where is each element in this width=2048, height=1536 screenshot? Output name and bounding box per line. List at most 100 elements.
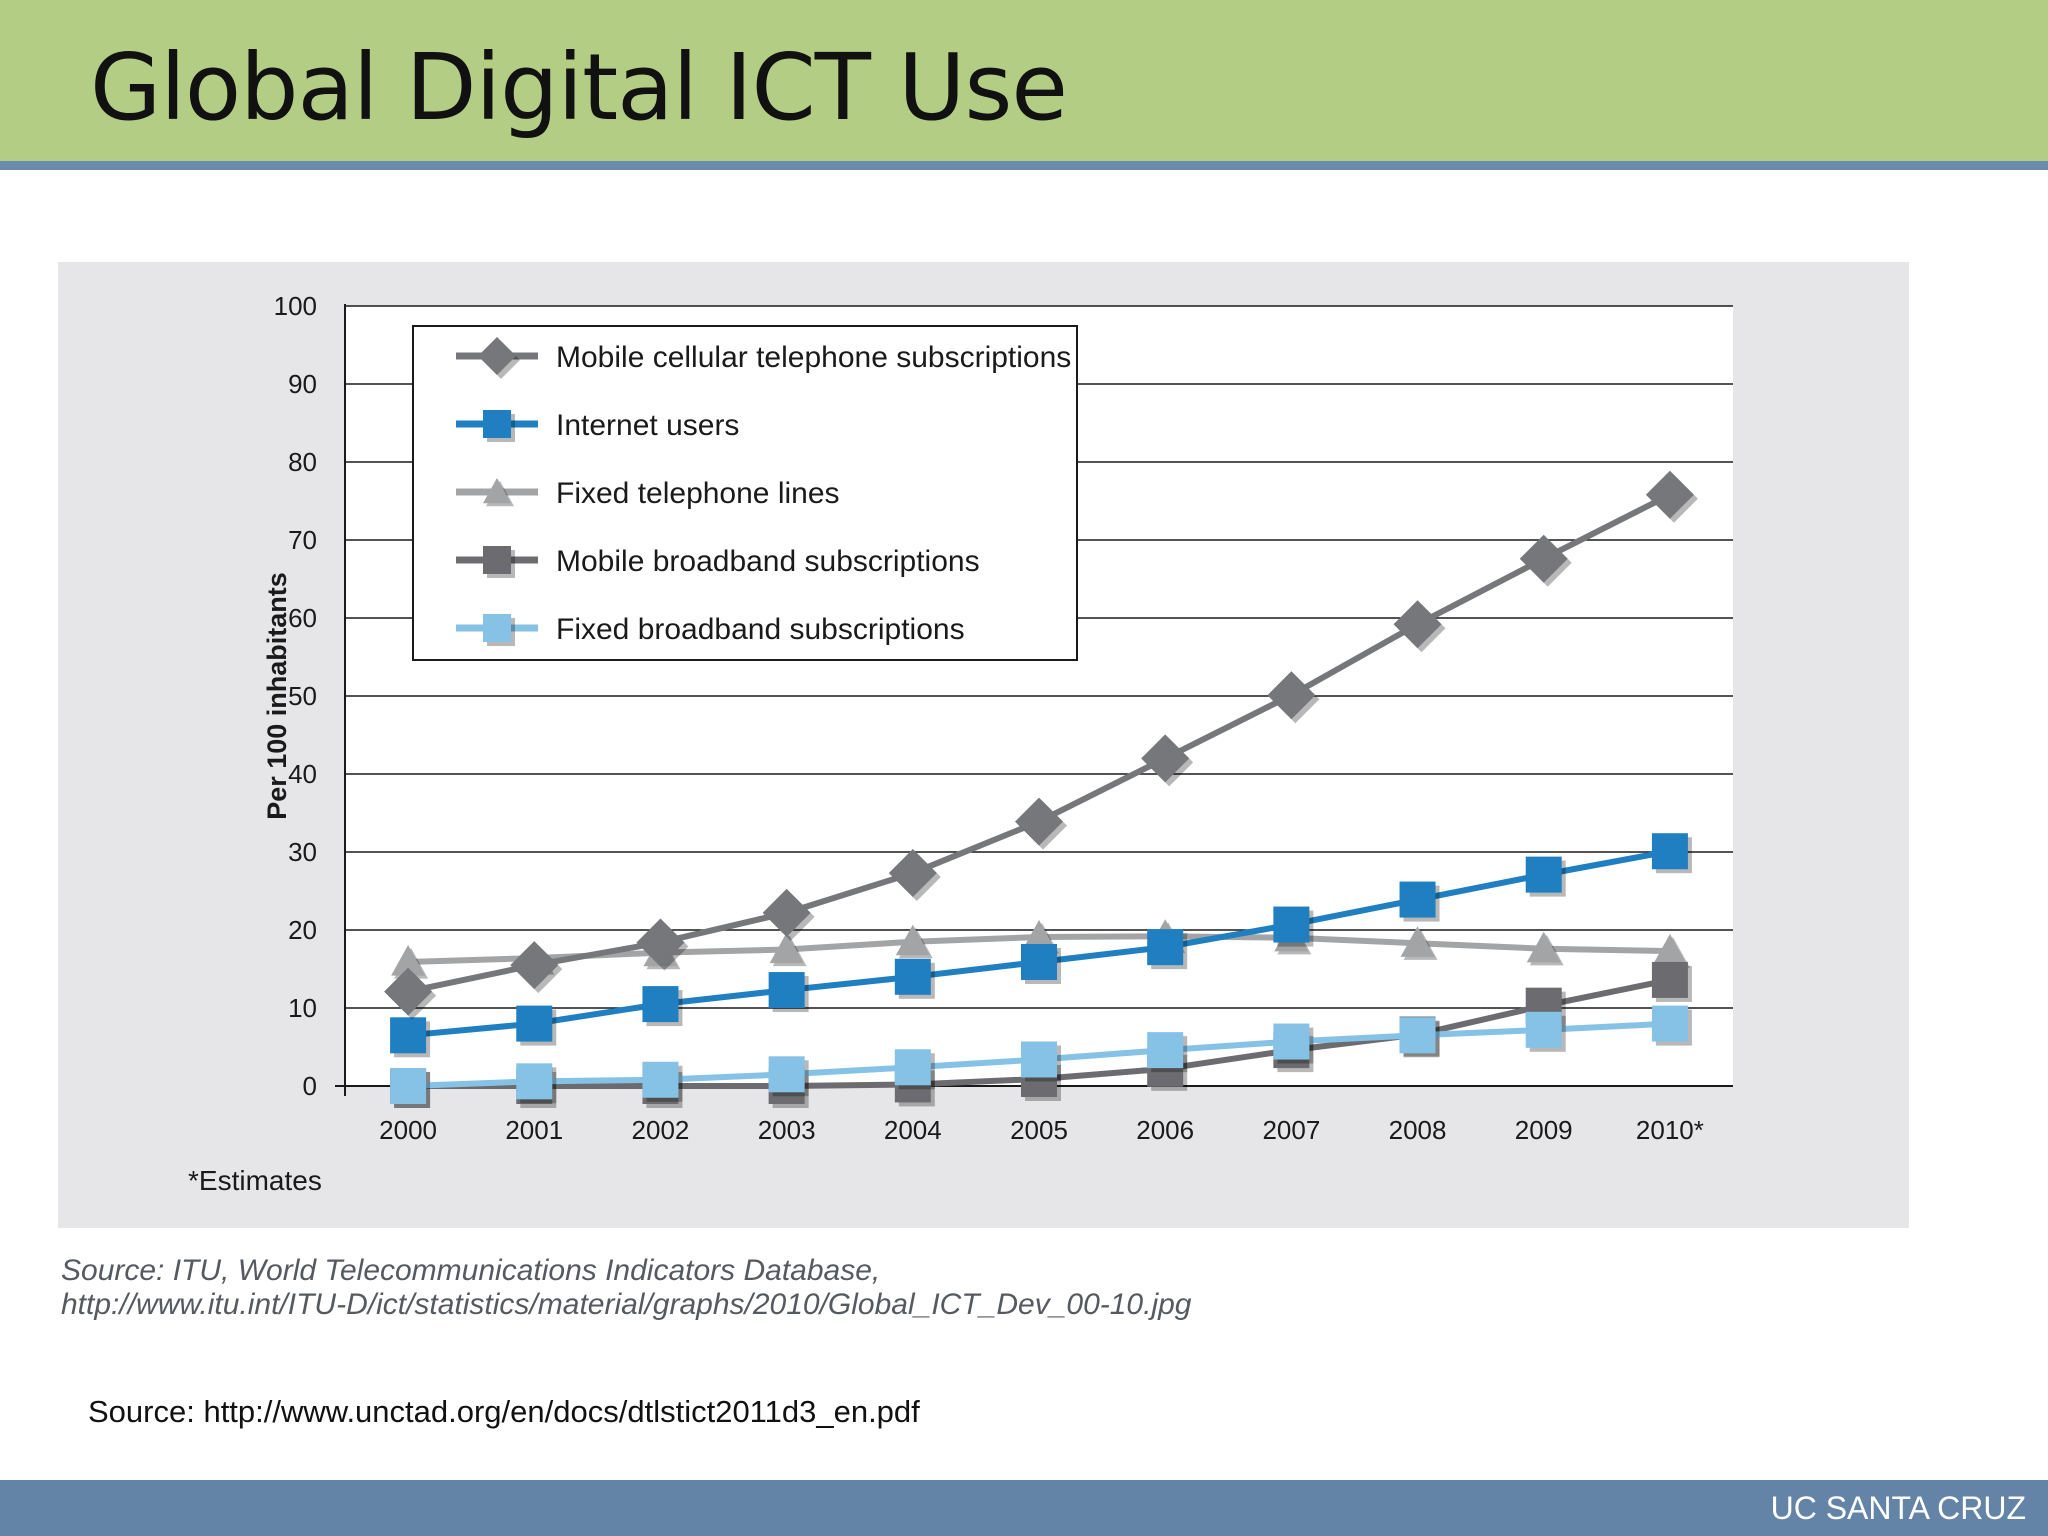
- x-tick-label: 2008: [1389, 1115, 1447, 1145]
- data-point: [895, 924, 933, 959]
- data-point: [768, 972, 809, 1013]
- line-chart: 0 10 20 30 40 50 60 70 80 90 100 2000 2001 2002 2003 20…: [188, 291, 1733, 1196]
- marker-shape: [391, 944, 426, 976]
- data-point: [1519, 534, 1572, 587]
- data-point: [1651, 961, 1692, 1002]
- data-point: [1147, 929, 1188, 970]
- document-source: Source: http://www.unctad.org/en/docs/dt…: [88, 1394, 920, 1429]
- marker-shape: [1267, 671, 1316, 720]
- data-point: [642, 1061, 683, 1102]
- marker-shape: [1526, 931, 1561, 963]
- data-point: [1267, 671, 1320, 724]
- chart-source: Source: ITU, World Telecommunications In…: [61, 1254, 1191, 1322]
- marker-shape: [478, 337, 516, 375]
- data-point: [1651, 1005, 1692, 1046]
- x-tick-label: 2010*: [1636, 1115, 1704, 1145]
- marker-shape: [762, 888, 811, 937]
- y-axis-title: Per 100 inhabitants: [262, 572, 292, 820]
- legend-marker: [483, 546, 515, 578]
- series-1: [390, 833, 1692, 1058]
- estimates-note: *Estimates: [188, 1165, 322, 1196]
- data-point: [516, 1063, 557, 1104]
- data-point: [636, 918, 689, 971]
- legend-marker: [478, 337, 520, 379]
- marker-shape: [1273, 1023, 1310, 1060]
- marker-shape: [483, 546, 511, 574]
- marker-shape: [894, 1049, 931, 1086]
- legend-item: Fixed broadband subscriptions: [456, 613, 965, 646]
- data-point: [888, 849, 941, 902]
- legend-label: Fixed telephone lines: [556, 477, 840, 510]
- data-point: [1652, 934, 1690, 968]
- marker-shape: [1021, 1041, 1057, 1078]
- data-point: [516, 1005, 557, 1046]
- marker-shape: [768, 1056, 805, 1093]
- marker-shape: [1651, 833, 1688, 870]
- marker-shape: [483, 410, 511, 438]
- legend-item: Internet users: [456, 409, 739, 442]
- data-point: [1399, 881, 1440, 922]
- marker-shape: [1399, 1017, 1436, 1054]
- data-point: [1021, 1041, 1061, 1082]
- data-point: [894, 958, 935, 999]
- y-tick-label: 100: [274, 291, 317, 321]
- y-tick-label: 90: [288, 369, 317, 399]
- y-tick-label: 40: [288, 759, 317, 789]
- y-tick-label: 30: [288, 837, 317, 867]
- marker-shape: [384, 967, 433, 1016]
- data-point: [762, 888, 815, 941]
- y-tick-label: 70: [288, 525, 317, 555]
- x-tick-label: 2003: [758, 1115, 816, 1145]
- data-point: [1399, 1017, 1440, 1058]
- y-tick-label: 50: [288, 681, 317, 711]
- x-tick-label: 2000: [379, 1115, 437, 1145]
- data-point: [391, 944, 429, 979]
- y-tick-label: 0: [303, 1071, 317, 1101]
- marker-shape: [895, 924, 930, 956]
- marker-shape: [516, 1063, 553, 1100]
- y-tick-label: 60: [288, 603, 317, 633]
- legend-label: Internet users: [556, 409, 739, 442]
- data-point: [1273, 1023, 1314, 1064]
- marker-shape: [1645, 470, 1694, 519]
- legend-item: Mobile cellular telephone subscriptions: [456, 337, 1071, 379]
- marker-shape: [390, 1068, 427, 1104]
- legend-marker: [483, 614, 515, 646]
- marker-shape: [483, 478, 511, 504]
- marker-shape: [516, 1005, 553, 1042]
- marker-shape: [1519, 534, 1568, 583]
- marker-shape: [888, 849, 937, 898]
- marker-shape: [1273, 906, 1310, 943]
- footer-institution: UC SANTA CRUZ: [1770, 1490, 2026, 1526]
- marker-shape: [1400, 926, 1435, 957]
- legend-label: Fixed broadband subscriptions: [556, 613, 965, 646]
- slide-title: Global Digital ICT Use: [90, 34, 1068, 141]
- marker-shape: [1022, 920, 1056, 951]
- data-point: [1147, 1032, 1188, 1073]
- legend-marker: [483, 410, 515, 442]
- data-point: [1525, 1011, 1566, 1052]
- data-point: [769, 932, 807, 967]
- data-point: [390, 1017, 431, 1058]
- series-0: [384, 470, 1698, 1020]
- data-point: [642, 986, 683, 1027]
- legend-label: Mobile broadband subscriptions: [556, 545, 980, 578]
- x-tick-label: 2002: [632, 1115, 690, 1145]
- marker-shape: [1651, 1005, 1688, 1042]
- marker-shape: [1393, 600, 1442, 649]
- marker-shape: [1399, 881, 1436, 918]
- marker-shape: [1652, 934, 1687, 965]
- x-tick-label: 2005: [1010, 1115, 1068, 1145]
- data-point: [1015, 797, 1067, 850]
- data-point: [384, 967, 437, 1020]
- legend-label: Mobile cellular telephone subscriptions: [556, 341, 1071, 374]
- y-tick-label: 20: [288, 915, 317, 945]
- data-point: [1273, 906, 1314, 947]
- marker-shape: [1147, 1032, 1184, 1069]
- x-tick-label: 2007: [1262, 1115, 1320, 1145]
- marker-shape: [768, 972, 805, 1009]
- data-point: [1021, 943, 1061, 984]
- data-point: [768, 1056, 809, 1097]
- chart-source-line-1: Source: ITU, World Telecommunications In…: [61, 1254, 881, 1287]
- data-point: [390, 1068, 431, 1108]
